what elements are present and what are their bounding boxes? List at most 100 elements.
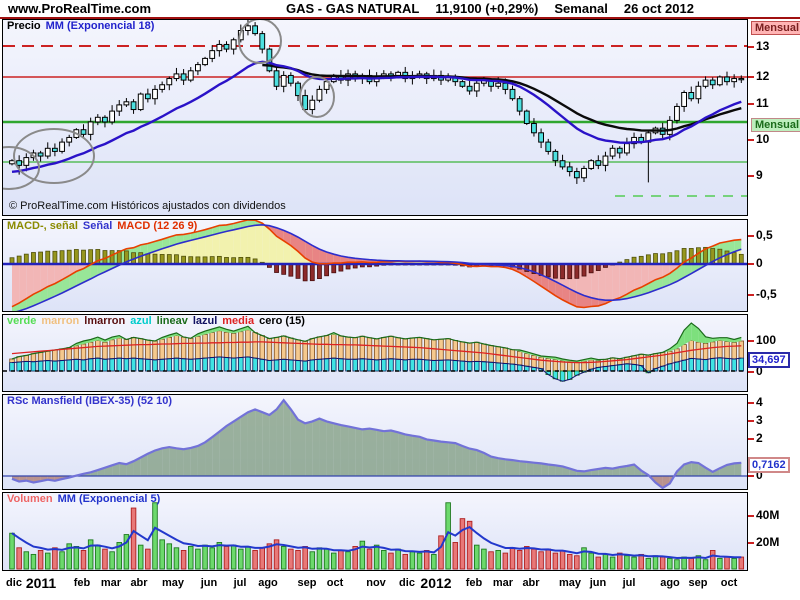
rsc-mansfield-panel: RSc Mansfield (IBEX-35) (52 10) <box>2 394 748 490</box>
indicator-label[interactable]: azul <box>130 315 152 327</box>
price-panel: Precio MM (Exponencial 18) © ProRealTime.… <box>2 19 748 216</box>
copyright-note: © ProRealTime.com Históricos ajustados c… <box>9 200 286 212</box>
axis-label: 3 <box>756 413 763 427</box>
volume-chart <box>9 502 745 570</box>
axis-tick <box>748 340 754 342</box>
month-label: mar <box>100 577 122 589</box>
chart-title: GAS - GAS NATURAL 11,9100 (+0,29%) Semanal… <box>286 1 710 16</box>
indicator-label[interactable]: MACD-, señal <box>7 220 78 232</box>
price-chart <box>3 20 747 197</box>
month-label: dic <box>399 577 415 589</box>
month-label: ago <box>660 577 680 589</box>
axis-tick <box>748 542 754 544</box>
indicator-label[interactable]: MM (Exponencial 5) <box>57 493 161 505</box>
month-label: sep <box>297 577 317 589</box>
axis-tick <box>748 76 754 78</box>
month-label: oct <box>326 577 344 589</box>
last-value-box[interactable]: 34,697 <box>748 352 790 368</box>
rsc-chart <box>3 398 747 489</box>
month-label: sep <box>688 577 708 589</box>
last-value-box[interactable]: 0,7162 <box>748 457 790 473</box>
month-label: nov <box>366 577 386 589</box>
axis-label: 13 <box>756 39 770 53</box>
month-label: jul <box>233 577 247 589</box>
indicator-label[interactable]: lineav <box>156 315 188 327</box>
month-label: abr <box>130 577 148 589</box>
axis-tick <box>748 402 754 404</box>
indicator-label[interactable]: lazul <box>192 315 218 327</box>
macd-chart <box>3 220 747 311</box>
axis-tick <box>748 103 754 105</box>
rsc-panel-header[interactable]: RSc Mansfield (IBEX-35) (52 10) <box>7 395 177 407</box>
oscillator-panel: verde marron lmarron azul lineav lazul media ce… <box>2 314 748 392</box>
symbol-name: GAS - GAS NATURAL <box>286 1 420 16</box>
price-panel-header[interactable]: Precio MM (Exponencial 18) <box>7 20 159 32</box>
month-label: feb <box>465 577 483 589</box>
month-label: jun <box>200 577 218 589</box>
site-label: www.ProRealTime.com <box>8 1 152 16</box>
indicator-label[interactable]: Precio <box>7 20 41 32</box>
indicator-label[interactable]: verde <box>7 315 37 327</box>
axis-tick <box>748 475 754 477</box>
axis-tick <box>748 263 754 265</box>
axis-label: 4 <box>756 395 763 409</box>
month-label: jul <box>622 577 636 589</box>
indicator-label[interactable]: Volumen <box>7 493 53 505</box>
indicator-label[interactable]: MACD (12 26 9) <box>117 220 198 232</box>
axis-tick <box>748 139 754 141</box>
axis-label: 12 <box>756 69 770 83</box>
macd-panel: MACD-, señal Señal MACD (12 26 9) <box>2 219 748 312</box>
axis-label: 0 <box>756 364 763 378</box>
axis-tick <box>748 46 754 48</box>
month-label: mar <box>492 577 514 589</box>
timeframe-badge[interactable]: Mensual <box>751 118 800 132</box>
axis-tick <box>748 175 754 177</box>
indicator-label[interactable]: lmarron <box>84 315 126 327</box>
axis-label: 9 <box>756 168 763 182</box>
axis-label: 0,5 <box>756 228 773 242</box>
axis-label: 20M <box>756 535 780 549</box>
month-label: dic <box>6 577 22 589</box>
axis-tick <box>748 515 754 517</box>
axis-label: 2 <box>756 431 763 445</box>
axis-tick <box>748 438 754 440</box>
time-axis: dic 2011 feb mar abr may jun jul ago sep oct nov dic… <box>0 572 800 600</box>
macd-panel-header[interactable]: MACD-, señal Señal MACD (12 26 9) <box>7 220 202 232</box>
indicator-label[interactable]: cero (15) <box>259 315 305 327</box>
month-label: feb <box>73 577 91 589</box>
volume-panel-header[interactable]: Volumen MM (Exponencial 5) <box>7 493 165 505</box>
axis-tick <box>748 235 754 237</box>
axis-label: 11 <box>756 96 769 110</box>
axis-label: 100 <box>756 333 777 347</box>
header-divider <box>0 17 800 19</box>
axis-label: 10 <box>756 132 770 146</box>
axis-tick <box>748 294 754 296</box>
timeframe-badge[interactable]: Mensual <box>751 21 800 35</box>
volume-panel: Volumen MM (Exponencial 5) <box>2 492 748 571</box>
axis-label: 40M <box>756 508 780 522</box>
oscillator-chart <box>3 322 747 382</box>
month-label: ago <box>258 577 278 589</box>
date-label: 26 oct 2012 <box>623 1 694 16</box>
axis-tick <box>748 371 754 373</box>
last-price: 11,9100 (+0,29%) <box>435 1 539 16</box>
indicator-label[interactable]: Señal <box>82 220 113 232</box>
timeframe-label: Semanal <box>554 1 608 16</box>
year-label: 2011 <box>25 575 57 591</box>
month-label: may <box>161 577 185 589</box>
month-label: jun <box>589 577 607 589</box>
month-label: oct <box>720 577 738 589</box>
indicator-label[interactable]: marron <box>41 315 80 327</box>
axis-label: -0,5 <box>756 287 777 301</box>
month-label: abr <box>522 577 540 589</box>
axis-tick <box>748 420 754 422</box>
year-label: 2012 <box>420 575 452 591</box>
indicator-label[interactable]: media <box>222 315 255 327</box>
axis-label: 0 <box>756 468 763 482</box>
indicator-label[interactable]: RSc Mansfield (IBEX-35) (52 10) <box>7 395 173 407</box>
axis-label: 0 <box>756 256 763 270</box>
oscillator-panel-header[interactable]: verde marron lmarron azul lineav lazul media ce… <box>7 315 310 327</box>
indicator-label[interactable]: MM (Exponencial 18) <box>45 20 155 32</box>
month-label: may <box>558 577 582 589</box>
